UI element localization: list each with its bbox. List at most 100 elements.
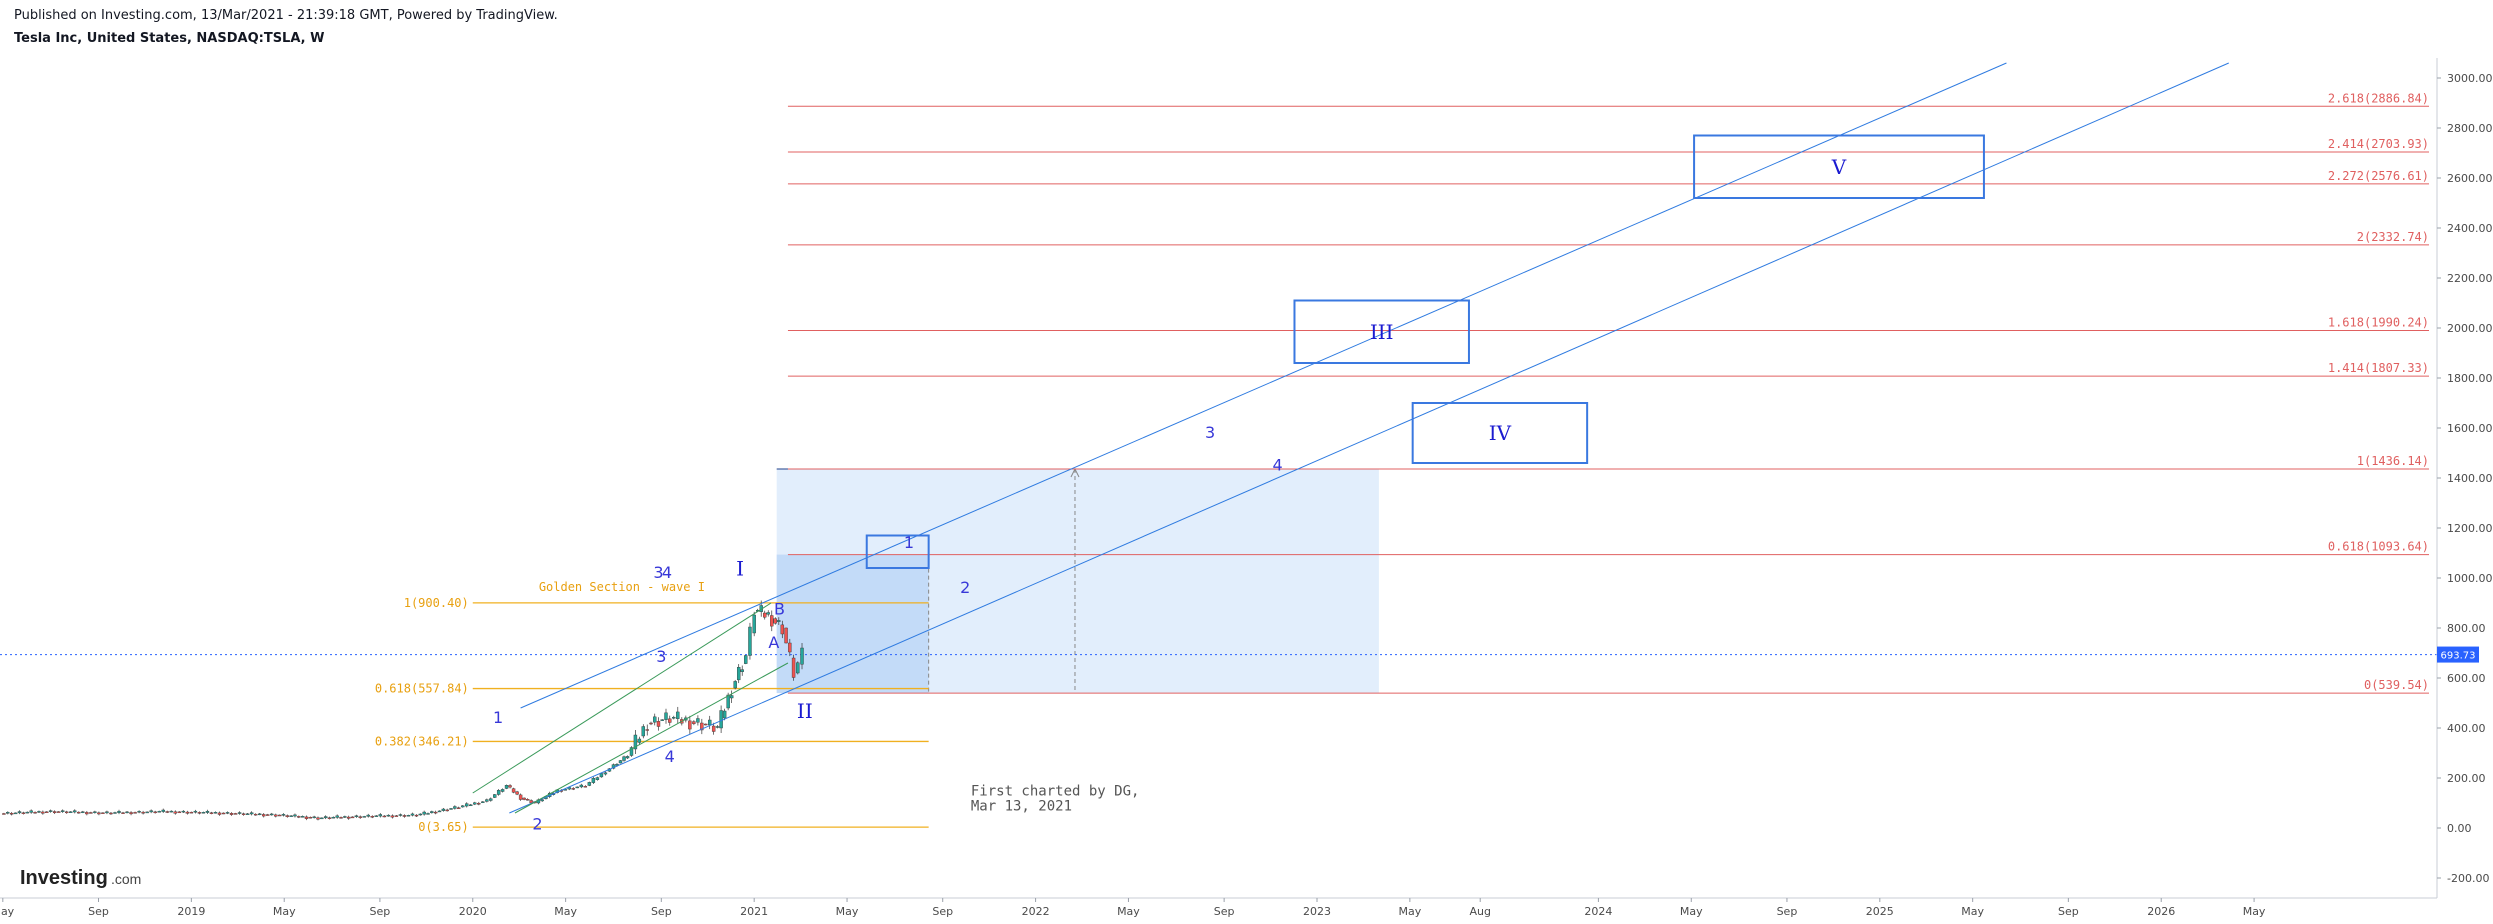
candle-body xyxy=(253,813,258,816)
candle-body xyxy=(386,814,391,817)
trend-channel-line xyxy=(520,62,2007,709)
candle-body xyxy=(453,806,457,809)
candle-body xyxy=(575,786,579,789)
candle-body xyxy=(209,812,214,814)
current-price-tag xyxy=(2437,646,2479,663)
fib-lines-layer: 2.618(2886.84) 2.414(2703.93) 2.272(2576.6… xyxy=(0,91,2437,834)
candle-body xyxy=(274,814,278,817)
x-tick-label: Sep xyxy=(370,905,391,918)
y-tick-label: 3000.00 xyxy=(2447,72,2493,85)
wave-label: 4 xyxy=(665,747,675,766)
y-tick-label: 2200.00 xyxy=(2447,272,2493,285)
candle-body xyxy=(625,756,630,759)
chart-annotation: Mar 13, 2021 xyxy=(971,799,1072,815)
wave-label: 3 xyxy=(1205,423,1215,442)
fib-gold-label: 0.382(346.21) xyxy=(375,734,469,748)
wave-label: 4 xyxy=(662,563,672,582)
candle-body xyxy=(493,794,497,798)
candle-body xyxy=(61,810,65,812)
x-tick-label: May xyxy=(2243,905,2266,918)
candle-body xyxy=(229,813,234,815)
drawings-layer xyxy=(472,62,2229,814)
x-tick-label: Sep xyxy=(88,905,109,918)
y-tick-label: 2000.00 xyxy=(2447,322,2493,335)
candle-body xyxy=(489,798,493,801)
candle-body xyxy=(258,813,262,816)
candle-body xyxy=(141,811,145,814)
x-tick-label: Sep xyxy=(1777,905,1798,918)
x-tick-label: Aug xyxy=(1469,905,1490,918)
candle-body xyxy=(113,812,117,814)
x-tick-label: May xyxy=(273,905,296,918)
candle-body xyxy=(181,810,186,813)
candle-body xyxy=(153,811,157,814)
candle-body xyxy=(217,812,222,815)
candle-body xyxy=(653,716,657,723)
candle-body xyxy=(437,810,442,813)
candle-body xyxy=(722,710,727,719)
fib-red-label: 2.272(2576.61) xyxy=(2328,169,2429,183)
y-tick-label: 1400.00 xyxy=(2447,472,2493,485)
candle-body xyxy=(449,808,453,810)
candle-body xyxy=(637,738,642,743)
x-tick-label: May xyxy=(836,905,859,918)
candle-body xyxy=(426,813,430,815)
logo-sub-text: .com xyxy=(111,871,141,887)
candle-body xyxy=(177,811,181,814)
candle-body xyxy=(567,787,571,790)
wave-label: 2 xyxy=(532,814,542,833)
candle-body xyxy=(241,813,246,815)
wave-box xyxy=(1693,134,1985,199)
y-tick-label: 1000.00 xyxy=(2447,572,2493,585)
candle-body xyxy=(773,618,777,624)
candle-body xyxy=(105,811,109,814)
candle-body xyxy=(370,816,374,818)
x-tick-label: 2019 xyxy=(177,905,205,918)
candle-body xyxy=(430,811,434,814)
candle-body xyxy=(2,813,6,815)
candle-body xyxy=(346,816,351,819)
x-tick-label: 2023 xyxy=(1303,905,1331,918)
candle-body xyxy=(461,805,465,808)
y-tick-label: 2800.00 xyxy=(2447,122,2493,135)
candle-body xyxy=(73,810,77,813)
candle-body xyxy=(225,812,230,814)
candle-body xyxy=(688,720,692,730)
candle-body xyxy=(121,812,125,814)
candle-body xyxy=(398,814,403,816)
candle-body xyxy=(48,810,53,812)
candle-body xyxy=(752,614,756,634)
fib-red-label: 1.414(1807.33) xyxy=(2328,361,2429,375)
candle-body xyxy=(641,726,646,737)
candle-body xyxy=(52,811,57,814)
candle-body xyxy=(692,721,696,724)
wave-box xyxy=(1411,402,1589,464)
candle-body xyxy=(193,810,198,813)
candle-body xyxy=(221,812,226,815)
candle-body xyxy=(213,812,218,814)
candle-body xyxy=(780,624,785,635)
candle-body xyxy=(13,812,18,815)
y-tick-label: 200.00 xyxy=(2447,772,2486,785)
fib-red-label: 2.618(2886.84) xyxy=(2328,91,2429,105)
candle-body xyxy=(656,721,661,727)
x-tick-label: May xyxy=(1961,905,1984,918)
fib-red-label: 2(2332.74) xyxy=(2357,230,2429,244)
candle-body xyxy=(33,812,37,814)
candle-body xyxy=(441,808,446,811)
candle-body xyxy=(591,778,596,783)
x-tick-label: May xyxy=(1398,905,1421,918)
candle-body xyxy=(237,812,242,814)
candle-body xyxy=(777,620,781,622)
candle-body xyxy=(297,816,301,818)
candle-body xyxy=(97,812,101,815)
candle-body xyxy=(676,711,680,719)
x-tick-label: Sep xyxy=(1214,905,1235,918)
candle-body xyxy=(733,681,737,689)
fib-red-label: 1(1436.14) xyxy=(2357,454,2429,468)
candle-body xyxy=(540,799,544,802)
candle-body xyxy=(595,777,600,780)
candle-body xyxy=(89,812,93,814)
